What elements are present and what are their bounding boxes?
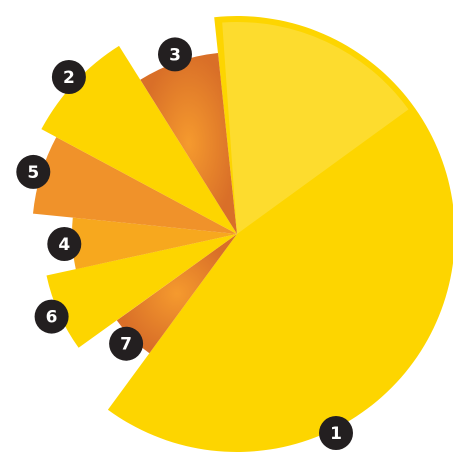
label-badge [158, 37, 192, 72]
gloss-overlay [222, 21, 409, 235]
labels-group: 1 7 6 4 5 2 3 [16, 37, 353, 450]
slices-group [33, 16, 453, 452]
pie-slice-3 [140, 53, 237, 234]
slice-label-text: 4 [58, 235, 70, 255]
pie-slice-4 [71, 217, 237, 270]
pie-slice-7 [116, 234, 237, 354]
label-badge [16, 154, 51, 189]
slice-label-6: 6 [34, 299, 69, 334]
slice-label-text: 6 [46, 308, 58, 328]
slice-label-4: 4 [47, 227, 82, 261]
slice-label-text: 3 [169, 45, 181, 65]
slice-label-1: 1 [319, 416, 353, 450]
label-badge [34, 299, 69, 334]
slice-label-3: 3 [158, 37, 192, 72]
slice-label-7: 7 [109, 326, 144, 361]
slice-label-2: 2 [51, 60, 86, 94]
pie-slice-6 [46, 234, 237, 348]
pie-slice-5 [33, 137, 237, 234]
slice-label-text: 7 [120, 335, 132, 355]
slice-label-text: 1 [330, 424, 342, 444]
label-badge [47, 227, 82, 261]
label-badge [109, 326, 144, 361]
label-badge [51, 60, 86, 94]
pie-slice-1 [107, 16, 453, 452]
gloss-highlight [222, 21, 409, 235]
pie-slice-2 [41, 45, 238, 235]
slice-label-5: 5 [16, 154, 51, 189]
label-badge [319, 416, 353, 450]
slice-label-text: 2 [63, 68, 75, 88]
slice-label-text: 5 [27, 163, 39, 183]
